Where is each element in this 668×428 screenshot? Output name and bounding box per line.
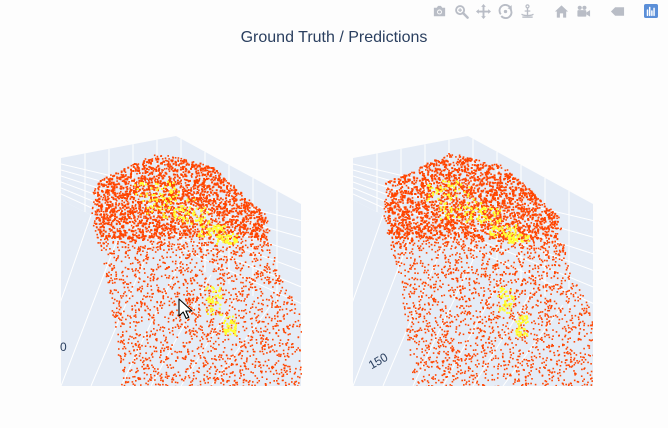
ground-truth-scene[interactable] — [61, 120, 302, 386]
floor-pane — [61, 200, 301, 386]
grid-line — [502, 304, 564, 386]
camera-icon — [433, 5, 445, 16]
grid-line — [382, 244, 444, 386]
point-cloud — [383, 153, 593, 386]
plotly-logo-button[interactable] — [642, 2, 660, 20]
figure-title: Ground Truth / Predictions — [240, 29, 428, 46]
pan-button[interactable] — [474, 2, 492, 20]
predictions-scene[interactable] — [353, 120, 593, 386]
hover-toggle-button[interactable] — [608, 2, 626, 20]
modebar — [430, 2, 660, 20]
grid-line — [210, 304, 272, 386]
grid-line — [442, 274, 504, 386]
point-cloud — [91, 154, 302, 386]
pan-icon — [475, 3, 491, 19]
axis-tick-label: 0 — [60, 340, 67, 354]
camera-video-icon — [576, 5, 590, 17]
plotly-logo-icon — [644, 4, 658, 18]
reset-camera-button[interactable] — [552, 2, 570, 20]
grid-line — [61, 214, 92, 303]
zoom-icon — [454, 4, 469, 19]
grid-line — [120, 259, 182, 386]
orbit-rotation-button[interactable] — [496, 2, 514, 20]
grid-line — [353, 229, 414, 386]
tag-icon — [610, 6, 624, 16]
turntable-rotation-button[interactable] — [518, 2, 536, 20]
grid-line — [61, 229, 122, 386]
ground-truth-3d-scatter[interactable] — [61, 120, 302, 386]
mouse-cursor-icon — [178, 298, 193, 320]
grid-line — [353, 214, 384, 303]
last-save-camera-button[interactable] — [574, 2, 592, 20]
turntable-icon — [520, 3, 534, 18]
zoom-button[interactable] — [452, 2, 470, 20]
predictions-3d-scatter[interactable] — [353, 120, 593, 386]
orbit-icon — [498, 3, 512, 19]
download-plot-button[interactable] — [430, 2, 448, 20]
home-icon — [554, 4, 568, 18]
